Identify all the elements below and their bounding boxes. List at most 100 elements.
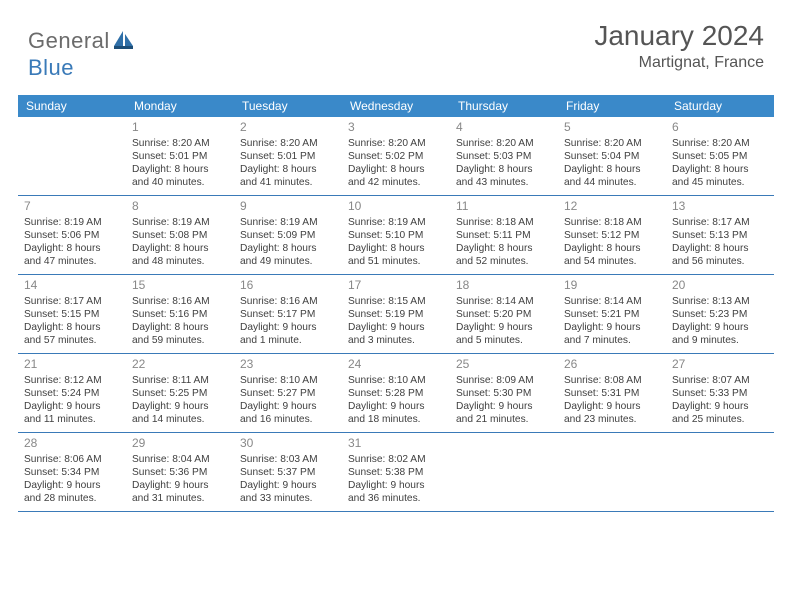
daylight-text: Daylight: 8 hours xyxy=(132,163,228,176)
day-number: 18 xyxy=(456,278,552,293)
day-number: 1 xyxy=(132,120,228,135)
daylight-text: and 44 minutes. xyxy=(564,176,660,189)
sunrise-text: Sunrise: 8:04 AM xyxy=(132,453,228,466)
day-header-thu: Thursday xyxy=(450,95,558,117)
logo-sail-icon xyxy=(114,29,134,55)
sunset-text: Sunset: 5:01 PM xyxy=(132,150,228,163)
sunrise-text: Sunrise: 8:16 AM xyxy=(240,295,336,308)
daylight-text: and 41 minutes. xyxy=(240,176,336,189)
day-cell: 21Sunrise: 8:12 AMSunset: 5:24 PMDayligh… xyxy=(18,354,126,432)
sunrise-text: Sunrise: 8:11 AM xyxy=(132,374,228,387)
sunrise-text: Sunrise: 8:07 AM xyxy=(672,374,768,387)
day-number: 14 xyxy=(24,278,120,293)
day-header-fri: Friday xyxy=(558,95,666,117)
daylight-text: and 36 minutes. xyxy=(348,492,444,505)
day-cell: 9 Sunrise: 8:19 AMSunset: 5:09 PMDaylight… xyxy=(234,196,342,274)
day-number: 23 xyxy=(240,357,336,372)
daylight-text: and 11 minutes. xyxy=(24,413,120,426)
daylight-text: and 40 minutes. xyxy=(132,176,228,189)
daylight-text: and 5 minutes. xyxy=(456,334,552,347)
sunrise-text: Sunrise: 8:18 AM xyxy=(456,216,552,229)
day-header-sat: Saturday xyxy=(666,95,774,117)
logo-text-2: Blue xyxy=(28,55,74,80)
daylight-text: and 42 minutes. xyxy=(348,176,444,189)
day-cell: 13Sunrise: 8:17 AMSunset: 5:13 PMDayligh… xyxy=(666,196,774,274)
sunset-text: Sunset: 5:19 PM xyxy=(348,308,444,321)
daylight-text: Daylight: 8 hours xyxy=(132,242,228,255)
daylight-text: and 9 minutes. xyxy=(672,334,768,347)
day-cell: 5Sunrise: 8:20 AMSunset: 5:04 PMDaylight… xyxy=(558,117,666,195)
sunset-text: Sunset: 5:04 PM xyxy=(564,150,660,163)
week-row: 1Sunrise: 8:20 AMSunset: 5:01 PMDaylight… xyxy=(18,117,774,196)
daylight-text: and 52 minutes. xyxy=(456,255,552,268)
daylight-text: Daylight: 9 hours xyxy=(132,479,228,492)
sunrise-text: Sunrise: 8:20 AM xyxy=(348,137,444,150)
logo-text-1: General xyxy=(28,28,110,53)
day-number: 31 xyxy=(348,436,444,451)
day-cell: 19Sunrise: 8:14 AMSunset: 5:21 PMDayligh… xyxy=(558,275,666,353)
daylight-text: Daylight: 9 hours xyxy=(24,400,120,413)
day-cell: 24Sunrise: 8:10 AMSunset: 5:28 PMDayligh… xyxy=(342,354,450,432)
sunrise-text: Sunrise: 8:19 AM xyxy=(240,216,336,229)
daylight-text: Daylight: 8 hours xyxy=(564,242,660,255)
day-cell xyxy=(558,433,666,511)
sunset-text: Sunset: 5:02 PM xyxy=(348,150,444,163)
day-number: 20 xyxy=(672,278,768,293)
sunset-text: Sunset: 5:37 PM xyxy=(240,466,336,479)
sunset-text: Sunset: 5:34 PM xyxy=(24,466,120,479)
sunrise-text: Sunrise: 8:17 AM xyxy=(672,216,768,229)
daylight-text: and 3 minutes. xyxy=(348,334,444,347)
day-cell: 28Sunrise: 8:06 AMSunset: 5:34 PMDayligh… xyxy=(18,433,126,511)
daylight-text: Daylight: 9 hours xyxy=(456,321,552,334)
day-number: 17 xyxy=(348,278,444,293)
daylight-text: Daylight: 8 hours xyxy=(240,242,336,255)
sunset-text: Sunset: 5:09 PM xyxy=(240,229,336,242)
day-number: 25 xyxy=(456,357,552,372)
day-number: 2 xyxy=(240,120,336,135)
daylight-text: Daylight: 9 hours xyxy=(240,400,336,413)
day-cell: 17 Sunrise: 8:15 AMSunset: 5:19 PMDayligh… xyxy=(342,275,450,353)
sunset-text: Sunset: 5:27 PM xyxy=(240,387,336,400)
day-number: 22 xyxy=(132,357,228,372)
day-header-mon: Monday xyxy=(126,95,234,117)
daylight-text: Daylight: 9 hours xyxy=(24,479,120,492)
daylight-text: Daylight: 9 hours xyxy=(348,321,444,334)
day-number: 7 xyxy=(24,199,120,214)
day-cell: 7Sunrise: 8:19 AMSunset: 5:06 PMDaylight… xyxy=(18,196,126,274)
daylight-text: Daylight: 9 hours xyxy=(348,400,444,413)
daylight-text: and 59 minutes. xyxy=(132,334,228,347)
sunrise-text: Sunrise: 8:15 AM xyxy=(348,295,444,308)
day-number: 28 xyxy=(24,436,120,451)
day-cell: 29Sunrise: 8:04 AMSunset: 5:36 PMDayligh… xyxy=(126,433,234,511)
daylight-text: Daylight: 8 hours xyxy=(24,321,120,334)
logo-text: General Blue xyxy=(28,28,134,81)
sunrise-text: Sunrise: 8:19 AM xyxy=(132,216,228,229)
day-header-tue: Tuesday xyxy=(234,95,342,117)
day-header-wed: Wednesday xyxy=(342,95,450,117)
daylight-text: and 33 minutes. xyxy=(240,492,336,505)
daylight-text: Daylight: 8 hours xyxy=(348,163,444,176)
sunrise-text: Sunrise: 8:19 AM xyxy=(24,216,120,229)
sunset-text: Sunset: 5:11 PM xyxy=(456,229,552,242)
day-number: 3 xyxy=(348,120,444,135)
logo: General Blue xyxy=(28,20,134,81)
week-row: 28Sunrise: 8:06 AMSunset: 5:34 PMDayligh… xyxy=(18,433,774,512)
daylight-text: Daylight: 8 hours xyxy=(132,321,228,334)
sunset-text: Sunset: 5:16 PM xyxy=(132,308,228,321)
sunrise-text: Sunrise: 8:02 AM xyxy=(348,453,444,466)
sunrise-text: Sunrise: 8:09 AM xyxy=(456,374,552,387)
title-block: January 2024 Martignat, France xyxy=(594,20,764,72)
daylight-text: and 51 minutes. xyxy=(348,255,444,268)
daylight-text: Daylight: 9 hours xyxy=(456,400,552,413)
sunset-text: Sunset: 5:01 PM xyxy=(240,150,336,163)
day-cell: 14Sunrise: 8:17 AMSunset: 5:15 PMDayligh… xyxy=(18,275,126,353)
calendar: Sunday Monday Tuesday Wednesday Thursday… xyxy=(0,89,792,512)
daylight-text: and 56 minutes. xyxy=(672,255,768,268)
daylight-text: and 28 minutes. xyxy=(24,492,120,505)
sunset-text: Sunset: 5:38 PM xyxy=(348,466,444,479)
day-number: 9 xyxy=(240,199,336,214)
sunrise-text: Sunrise: 8:13 AM xyxy=(672,295,768,308)
sunrise-text: Sunrise: 8:03 AM xyxy=(240,453,336,466)
day-cell: 22Sunrise: 8:11 AMSunset: 5:25 PMDayligh… xyxy=(126,354,234,432)
page-title: January 2024 xyxy=(594,20,764,52)
